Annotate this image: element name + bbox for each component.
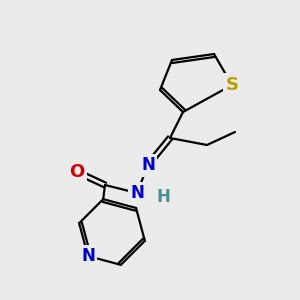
Text: O: O [69, 163, 85, 181]
Text: N: N [81, 247, 95, 265]
Text: N: N [130, 184, 144, 202]
Text: S: S [226, 76, 238, 94]
Text: N: N [141, 156, 155, 174]
Text: H: H [156, 188, 170, 206]
